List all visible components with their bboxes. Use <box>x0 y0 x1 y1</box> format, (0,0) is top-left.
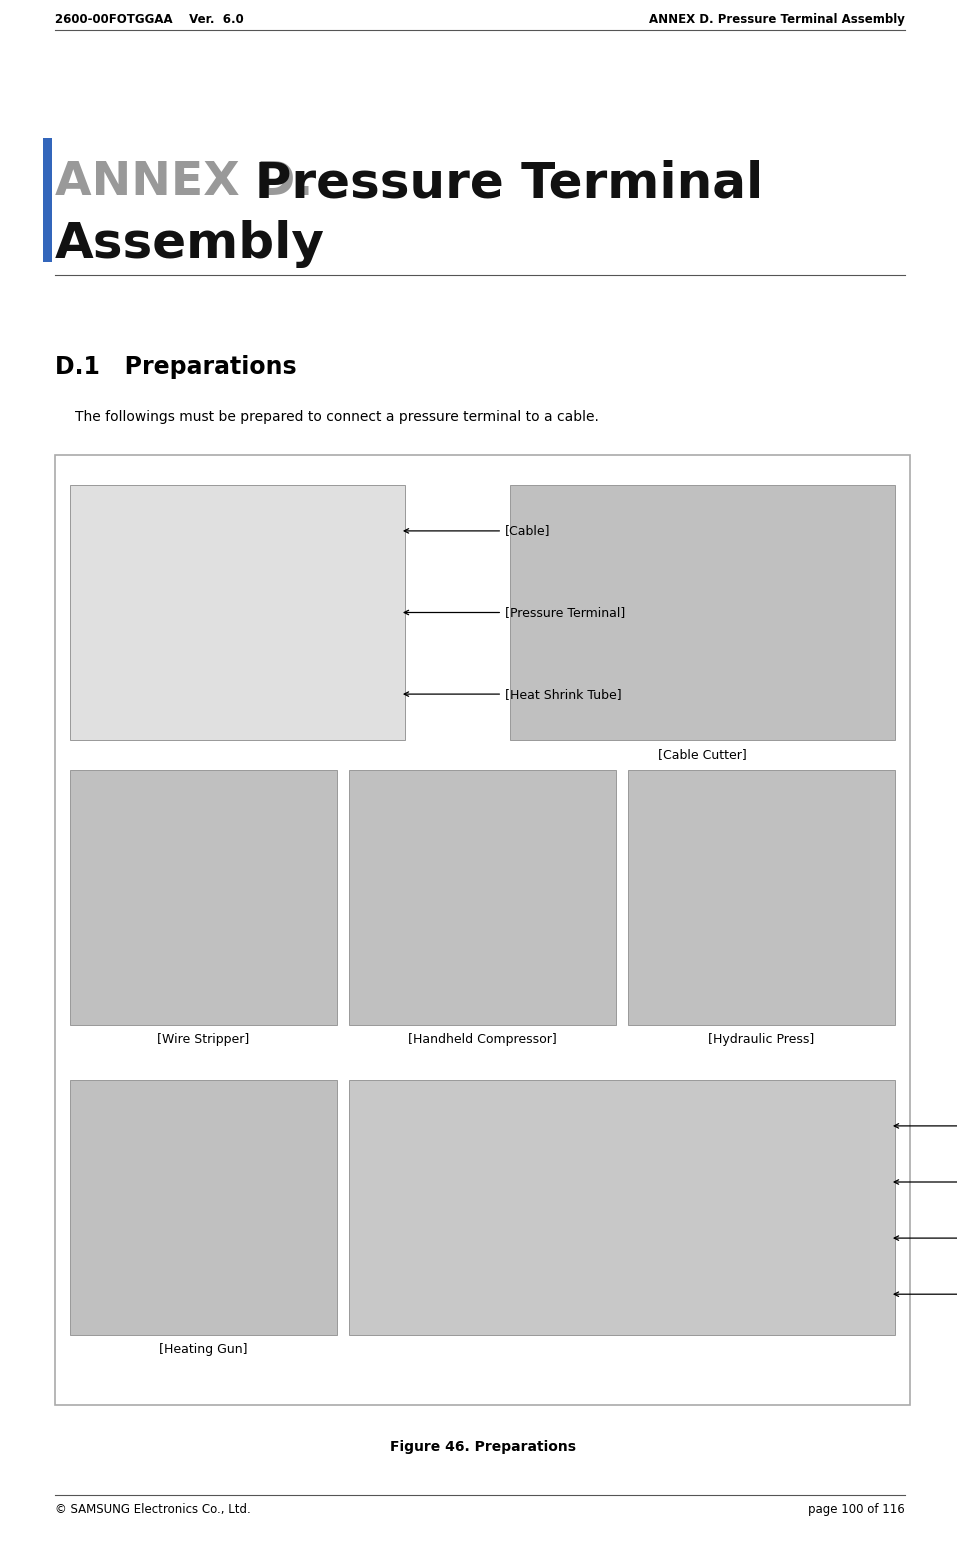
Text: © SAMSUNG Electronics Co., Ltd.: © SAMSUNG Electronics Co., Ltd. <box>55 1502 251 1516</box>
Text: [Scissors]: [Scissors] <box>894 1287 957 1301</box>
Bar <box>349 1080 895 1335</box>
Text: D.1   Preparations: D.1 Preparations <box>55 356 297 379</box>
Bar <box>349 771 616 1025</box>
Text: [Cable Cutter]: [Cable Cutter] <box>658 747 746 761</box>
Bar <box>55 456 910 1406</box>
Text: [Cable]: [Cable] <box>404 524 550 537</box>
Text: ANNEX D.: ANNEX D. <box>55 161 313 204</box>
Text: [Cutter Blade]: [Cutter Blade] <box>894 1176 957 1189</box>
Text: [Hydraulic Press]: [Hydraulic Press] <box>708 1033 814 1047</box>
Text: Figure 46. Preparations: Figure 46. Preparations <box>389 1440 575 1454</box>
Bar <box>510 485 895 739</box>
Text: [Heat Shrink Tube]: [Heat Shrink Tube] <box>404 688 622 700</box>
Text: [Steel Ruler]: [Steel Ruler] <box>894 1231 957 1245</box>
Text: page 100 of 116: page 100 of 116 <box>809 1502 905 1516</box>
Text: The followings must be prepared to connect a pressure terminal to a cable.: The followings must be prepared to conne… <box>75 410 599 424</box>
Text: Assembly: Assembly <box>55 220 325 268</box>
Text: 2600-00FOTGGAA    Ver.  6.0: 2600-00FOTGGAA Ver. 6.0 <box>55 12 244 27</box>
Text: [Wire Stripper]: [Wire Stripper] <box>157 1033 250 1047</box>
Text: [Pressure Terminal]: [Pressure Terminal] <box>404 605 625 619</box>
Bar <box>43 137 52 262</box>
Text: [Heating Gun]: [Heating Gun] <box>159 1343 248 1356</box>
Text: ANNEX D. Pressure Terminal Assembly: ANNEX D. Pressure Terminal Assembly <box>649 12 905 27</box>
Text: Pressure Terminal: Pressure Terminal <box>220 161 764 207</box>
Text: [Handheld Compressor]: [Handheld Compressor] <box>408 1033 557 1047</box>
Bar <box>70 1080 337 1335</box>
Bar <box>628 771 895 1025</box>
Bar <box>70 771 337 1025</box>
Text: [Marking Pen]: [Marking Pen] <box>894 1120 957 1133</box>
Bar <box>70 485 405 739</box>
